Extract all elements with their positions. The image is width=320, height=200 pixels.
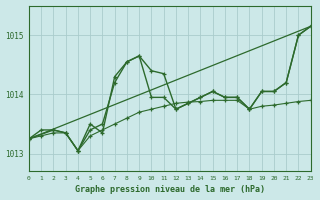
X-axis label: Graphe pression niveau de la mer (hPa): Graphe pression niveau de la mer (hPa) — [75, 185, 265, 194]
